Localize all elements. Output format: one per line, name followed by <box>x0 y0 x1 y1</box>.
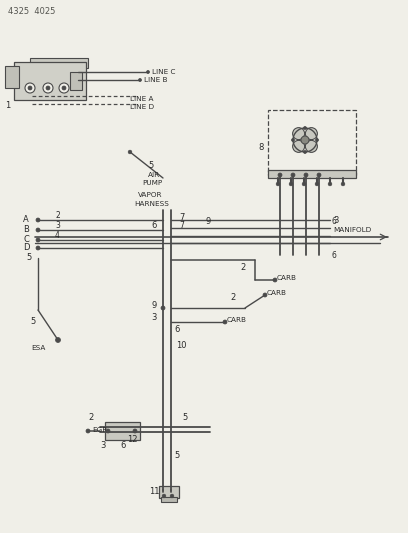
Text: LINE A: LINE A <box>130 96 153 102</box>
Circle shape <box>278 173 282 177</box>
Text: LINE D: LINE D <box>130 104 154 110</box>
Bar <box>161 497 177 502</box>
Bar <box>159 486 179 498</box>
Circle shape <box>36 238 40 242</box>
Circle shape <box>170 494 174 498</box>
Text: A: A <box>23 215 29 224</box>
Text: 5: 5 <box>30 318 35 327</box>
Circle shape <box>133 429 137 433</box>
Bar <box>5 66 19 88</box>
Text: LINE B: LINE B <box>144 77 168 83</box>
Text: 9: 9 <box>205 216 210 225</box>
Circle shape <box>36 246 40 250</box>
Text: 7: 7 <box>179 221 184 230</box>
Circle shape <box>315 182 319 186</box>
Bar <box>268 110 356 175</box>
Circle shape <box>43 83 53 93</box>
Circle shape <box>86 429 90 433</box>
Text: PUMP: PUMP <box>142 180 162 186</box>
Text: 3: 3 <box>151 313 156 322</box>
Bar <box>14 62 86 100</box>
Text: 5: 5 <box>148 160 153 169</box>
Circle shape <box>62 86 66 90</box>
Circle shape <box>162 494 166 498</box>
Text: 2: 2 <box>88 414 93 423</box>
Text: ESA: ESA <box>31 345 45 351</box>
Bar <box>30 58 88 68</box>
Text: VAPOR: VAPOR <box>138 192 162 198</box>
Circle shape <box>59 83 69 93</box>
Circle shape <box>291 139 295 141</box>
Circle shape <box>138 78 142 82</box>
Circle shape <box>315 139 319 141</box>
Text: AIR: AIR <box>148 172 160 178</box>
Text: 6: 6 <box>332 251 337 260</box>
Circle shape <box>293 127 305 140</box>
Circle shape <box>46 86 50 90</box>
Text: 4: 4 <box>55 231 60 240</box>
Text: 11: 11 <box>149 488 160 497</box>
Circle shape <box>305 127 317 140</box>
Bar <box>70 72 82 90</box>
Text: C: C <box>23 236 29 245</box>
Circle shape <box>128 150 132 154</box>
Text: 10: 10 <box>176 341 186 350</box>
Text: 5: 5 <box>174 450 179 459</box>
Circle shape <box>161 306 165 310</box>
Circle shape <box>223 320 227 324</box>
Circle shape <box>302 182 306 186</box>
Text: 3: 3 <box>100 441 105 450</box>
Circle shape <box>304 126 306 130</box>
Bar <box>268 170 356 178</box>
Circle shape <box>301 136 309 144</box>
Text: 2: 2 <box>55 211 60 220</box>
Text: B: B <box>23 225 29 235</box>
Circle shape <box>341 182 345 186</box>
Text: 3: 3 <box>55 221 60 230</box>
Text: 2: 2 <box>240 263 245 272</box>
Text: 9: 9 <box>151 301 156 310</box>
Circle shape <box>146 70 149 74</box>
Text: 6: 6 <box>120 441 125 450</box>
Text: CARB: CARB <box>227 317 247 323</box>
Text: 4325  4025: 4325 4025 <box>8 7 55 17</box>
Text: 5: 5 <box>182 414 187 423</box>
Text: EGR: EGR <box>92 427 107 433</box>
Text: 7: 7 <box>179 214 184 222</box>
Circle shape <box>273 278 277 282</box>
Text: CARB: CARB <box>267 290 287 296</box>
Circle shape <box>304 173 308 177</box>
Circle shape <box>304 150 306 154</box>
Circle shape <box>328 182 332 186</box>
Text: 1: 1 <box>5 101 10 110</box>
Circle shape <box>289 182 293 186</box>
Circle shape <box>291 173 295 177</box>
Circle shape <box>36 218 40 222</box>
Circle shape <box>317 173 321 177</box>
Text: 8: 8 <box>258 143 264 152</box>
Text: 6: 6 <box>174 326 180 335</box>
Bar <box>105 422 140 440</box>
Text: MANIFOLD: MANIFOLD <box>333 227 371 233</box>
Circle shape <box>55 337 60 343</box>
Text: 2: 2 <box>230 294 235 303</box>
Text: CARB: CARB <box>277 275 297 281</box>
Text: 12: 12 <box>127 435 137 445</box>
Text: D: D <box>23 244 29 253</box>
Circle shape <box>305 140 317 152</box>
Text: 3: 3 <box>333 216 338 225</box>
Text: HARNESS: HARNESS <box>134 201 169 207</box>
Circle shape <box>28 86 32 90</box>
Circle shape <box>106 429 110 433</box>
Circle shape <box>293 140 305 152</box>
Circle shape <box>276 182 280 186</box>
Text: LINE C: LINE C <box>152 69 175 75</box>
Circle shape <box>25 83 35 93</box>
Text: 6: 6 <box>151 221 156 230</box>
Text: 6: 6 <box>332 216 337 225</box>
Text: 5: 5 <box>26 254 31 262</box>
Circle shape <box>36 228 40 232</box>
Circle shape <box>263 293 267 297</box>
